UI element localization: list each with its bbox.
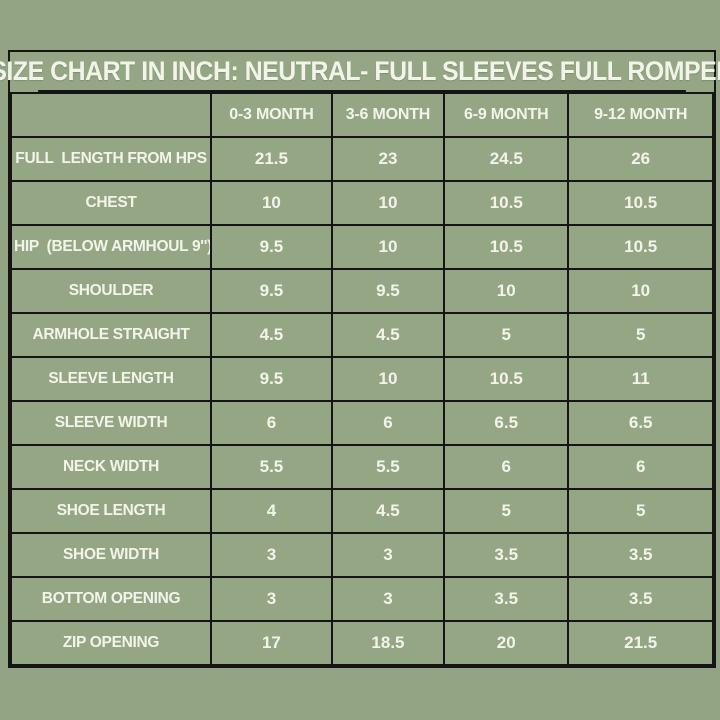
row-label-sleeve-width: SLEEVE WIDTH [9, 400, 213, 446]
cell: 9.5 [210, 356, 333, 402]
row-label-shoe-width: SHOE WIDTH [9, 532, 213, 578]
cell: 10 [210, 180, 333, 226]
cell: 3.5 [567, 532, 714, 578]
cell: 4 [210, 488, 333, 534]
size-table: 0-3 MONTH 3-6 MONTH 6-9 MONTH 9-12 MONTH… [9, 92, 714, 666]
cell: 21.5 [567, 620, 714, 666]
row-label-bottom-opening: BOTTOM OPENING [9, 576, 213, 622]
cell: 6.5 [443, 400, 570, 446]
cell: 5.5 [330, 444, 446, 490]
cell: 6 [330, 400, 446, 446]
column-header-9-12-month: 9-12 MONTH [567, 92, 714, 138]
cell: 3 [210, 576, 333, 622]
cell: 3 [210, 532, 333, 578]
cell: 5.5 [210, 444, 333, 490]
cell: 6.5 [567, 400, 714, 446]
cell: 9.5 [210, 268, 333, 314]
cell: 10.5 [443, 224, 570, 270]
cell: 10.5 [567, 180, 714, 226]
column-header-0-3-month: 0-3 MONTH [210, 92, 333, 138]
cell: 3 [330, 576, 446, 622]
cell: 20 [443, 620, 570, 666]
row-label-armhole-straight: ARMHOLE STRAIGHT [9, 312, 213, 358]
cell: 3.5 [443, 532, 570, 578]
cell: 5 [567, 488, 714, 534]
cell: 10.5 [443, 356, 570, 402]
table-row: ZIP OPENING 17 18.5 20 21.5 [9, 620, 714, 666]
cell: 26 [567, 136, 714, 182]
row-label-hip: HIP (BELOW ARMHOUL 9'') [9, 224, 213, 270]
cell: 4.5 [330, 312, 446, 358]
table-row: FULL LENGTH FROM HPS 21.5 23 24.5 26 [9, 136, 714, 182]
cell: 11 [567, 356, 714, 402]
cell: 17 [210, 620, 333, 666]
cell: 9.5 [210, 224, 333, 270]
cell: 5 [567, 312, 714, 358]
table-row: SHOE WIDTH 3 3 3.5 3.5 [9, 532, 714, 578]
table-row: NECK WIDTH 5.5 5.5 6 6 [9, 444, 714, 490]
row-label-neck-width: NECK WIDTH [9, 444, 213, 490]
cell: 10 [567, 268, 714, 314]
cell: 10.5 [443, 180, 570, 226]
table-row: BOTTOM OPENING 3 3 3.5 3.5 [9, 576, 714, 622]
row-label-shoulder: SHOULDER [9, 268, 213, 314]
cell: 3.5 [443, 576, 570, 622]
header-row: 0-3 MONTH 3-6 MONTH 6-9 MONTH 9-12 MONTH [9, 92, 714, 138]
table-row: SLEEVE LENGTH 9.5 10 10.5 11 [9, 356, 714, 402]
cell: 24.5 [443, 136, 570, 182]
size-chart: SIZE CHART IN INCH: NEUTRAL- FULL SLEEVE… [0, 50, 720, 668]
cell: 10 [330, 180, 446, 226]
cell: 5 [443, 488, 570, 534]
cell: 10 [443, 268, 570, 314]
table-row: SHOE LENGTH 4 4.5 5 5 [9, 488, 714, 534]
cell: 4.5 [210, 312, 333, 358]
cell: 3 [330, 532, 446, 578]
cell: 6 [443, 444, 570, 490]
cell: 6 [567, 444, 714, 490]
cell: 9.5 [330, 268, 446, 314]
table-row: HIP (BELOW ARMHOUL 9'') 9.5 10 10.5 10.5 [9, 224, 714, 270]
cell: 21.5 [210, 136, 333, 182]
cell: 10 [330, 356, 446, 402]
table-row: SLEEVE WIDTH 6 6 6.5 6.5 [9, 400, 714, 446]
row-label-zip-opening: ZIP OPENING [9, 620, 213, 666]
row-label-shoe-length: SHOE LENGTH [9, 488, 213, 534]
cell: 3.5 [567, 576, 714, 622]
cell: 23 [330, 136, 446, 182]
table-row: CHEST 10 10 10.5 10.5 [9, 180, 714, 226]
column-header-empty [9, 92, 213, 138]
cell: 4.5 [330, 488, 446, 534]
column-header-3-6-month: 3-6 MONTH [330, 92, 446, 138]
cell: 6 [210, 400, 333, 446]
row-label-sleeve-length: SLEEVE LENGTH [9, 356, 213, 402]
cell: 10.5 [567, 224, 714, 270]
column-header-6-9-month: 6-9 MONTH [443, 92, 570, 138]
table-row: SHOULDER 9.5 9.5 10 10 [9, 268, 714, 314]
table-row: ARMHOLE STRAIGHT 4.5 4.5 5 5 [9, 312, 714, 358]
row-label-full-length-from-hps: FULL LENGTH FROM HPS [9, 136, 213, 182]
row-label-chest: CHEST [9, 180, 213, 226]
cell: 5 [443, 312, 570, 358]
cell: 18.5 [330, 620, 446, 666]
chart-title: SIZE CHART IN INCH: NEUTRAL- FULL SLEEVE… [0, 52, 720, 92]
cell: 10 [330, 224, 446, 270]
